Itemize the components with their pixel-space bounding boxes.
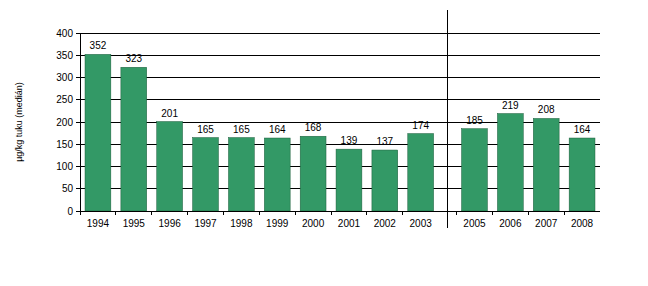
data-label: 323 [125, 53, 142, 64]
x-tick-mark [402, 211, 403, 215]
tick-mark [76, 33, 80, 34]
y-axis-label: µg/kg tuku (medián) [14, 82, 24, 162]
bar [462, 129, 488, 211]
y-tick-label: 0 [67, 206, 73, 217]
bar [85, 54, 111, 211]
tick-mark [76, 77, 80, 78]
x-tick-label: 1997 [194, 218, 217, 229]
data-label: 165 [233, 124, 250, 135]
x-tick-mark [366, 211, 367, 215]
data-label: 219 [502, 100, 519, 111]
tick-mark [76, 166, 80, 167]
bar [336, 149, 362, 211]
x-tick-label: 2008 [571, 218, 594, 229]
bar [193, 138, 219, 211]
y-axis [80, 33, 81, 211]
grid-line [80, 99, 600, 100]
tick-mark [76, 211, 80, 212]
x-tick-mark [331, 211, 332, 215]
data-label: 165 [197, 124, 214, 135]
tick-mark [76, 99, 80, 100]
bar [121, 67, 147, 211]
tick-mark [76, 144, 80, 145]
y-tick-label: 300 [56, 72, 73, 83]
data-label: 185 [466, 115, 483, 126]
x-tick-mark [80, 211, 81, 215]
separator [447, 10, 448, 228]
data-label: 201 [161, 108, 178, 119]
x-tick-mark [528, 211, 529, 215]
x-tick-label: 1995 [123, 218, 146, 229]
bar [228, 138, 254, 211]
data-label: 164 [269, 124, 286, 135]
x-tick-mark [564, 211, 565, 215]
grid-line [80, 77, 600, 78]
bar [300, 136, 326, 211]
y-tick-label: 50 [62, 183, 74, 194]
y-tick-label: 250 [56, 94, 73, 105]
x-tick-mark [295, 211, 296, 215]
data-label: 164 [574, 124, 591, 135]
x-tick-mark [223, 211, 224, 215]
grid-line [80, 55, 600, 56]
bar [497, 114, 523, 211]
data-label: 174 [412, 120, 429, 131]
y-tick-label: 100 [56, 161, 73, 172]
bar [569, 138, 595, 211]
x-tick-mark [115, 211, 116, 215]
tick-mark [76, 188, 80, 189]
bars [85, 54, 595, 211]
data-label: 139 [341, 135, 358, 146]
x-tick-label: 2003 [410, 218, 433, 229]
chart-svg: 0 50 100 150 200 250 300 350 400 µg/kg tuku (medi… [0, 0, 648, 286]
x-tick-label: 2007 [535, 218, 558, 229]
x-tick-label: 2001 [338, 218, 361, 229]
chart-container: 0 50 100 150 200 250 300 350 400 µg/kg tuku (medi… [0, 0, 648, 286]
x-tick-label: 2000 [302, 218, 325, 229]
data-label: 168 [305, 122, 322, 133]
y-tick-label: 350 [56, 50, 73, 61]
tick-mark [76, 122, 80, 123]
x-tick-mark [456, 211, 457, 215]
x-tick-label: 2005 [463, 218, 486, 229]
data-label: 352 [90, 40, 107, 51]
bar [264, 138, 290, 211]
grid-line [80, 33, 600, 34]
bar [372, 150, 398, 211]
y-tick-label: 150 [56, 139, 73, 150]
tick-mark [76, 55, 80, 56]
x-tick-mark [187, 211, 188, 215]
x-tick-mark [492, 211, 493, 215]
x-tick-mark [151, 211, 152, 215]
data-label: 137 [376, 136, 393, 147]
data-label: 208 [538, 104, 555, 115]
x-tick-label: 1998 [230, 218, 253, 229]
x-tick-label: 2006 [499, 218, 522, 229]
x-tick-label: 2002 [374, 218, 397, 229]
y-tick-label: 400 [56, 28, 73, 39]
x-tick-label: 1999 [266, 218, 289, 229]
bar [408, 134, 434, 211]
x-tick-label: 1996 [159, 218, 182, 229]
x-tick-mark [259, 211, 260, 215]
bar [533, 118, 559, 211]
bar [157, 122, 183, 211]
x-tick-label: 1994 [87, 218, 110, 229]
y-tick-label: 200 [56, 117, 73, 128]
